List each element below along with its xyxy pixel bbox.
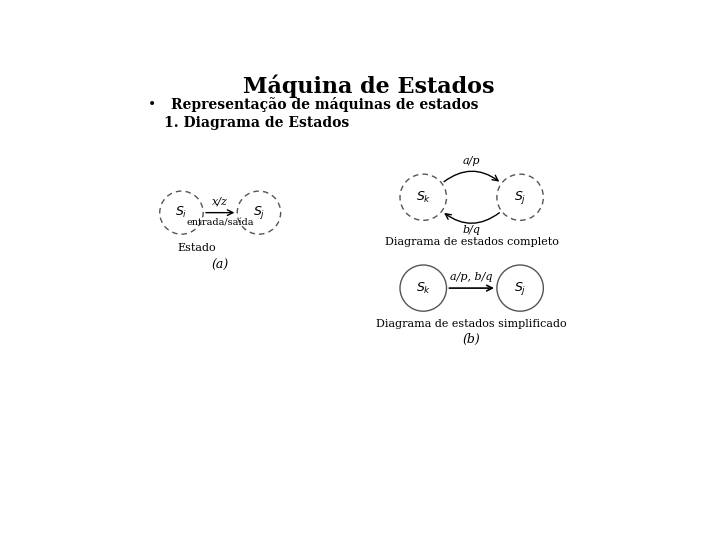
Text: Estado: Estado [178,244,216,253]
Text: $S_j$: $S_j$ [253,204,265,221]
Text: Diagrama de estados completo: Diagrama de estados completo [384,237,559,247]
Text: a/p: a/p [463,157,480,166]
Text: $S_k$: $S_k$ [415,190,431,205]
Text: •: • [148,97,156,111]
Text: x/z: x/z [212,197,228,206]
Text: (a): (a) [212,259,229,272]
Text: Representação de máquinas de estados: Representação de máquinas de estados [171,97,479,112]
Text: $S_j$: $S_j$ [514,280,526,296]
Text: $S_i$: $S_i$ [175,205,188,220]
Text: $S_j$: $S_j$ [514,189,526,206]
Text: $S_k$: $S_k$ [415,281,431,296]
Text: entrada/saída: entrada/saída [186,219,254,228]
Text: a/p, b/q: a/p, b/q [451,272,493,282]
Text: Diagrama de estados simplificado: Diagrama de estados simplificado [377,319,567,329]
Text: 1. Diagrama de Estados: 1. Diagrama de Estados [163,116,349,130]
Text: b/q: b/q [463,225,481,235]
Text: Máquina de Estados: Máquina de Estados [243,74,495,98]
Text: (b): (b) [463,333,480,346]
